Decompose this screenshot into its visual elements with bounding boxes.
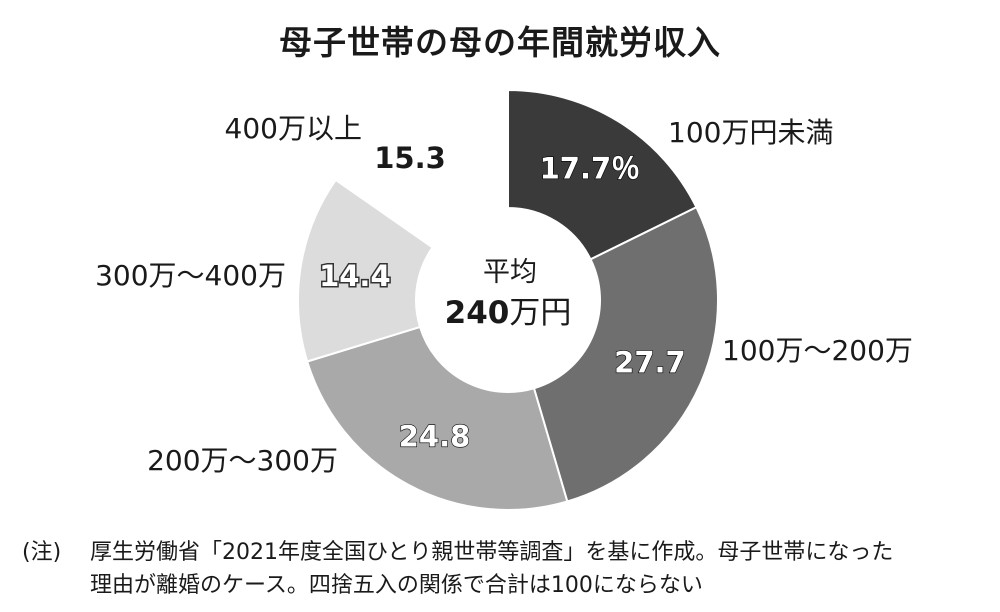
slice-100-200 xyxy=(532,205,719,503)
center-value-unit: 万円 xyxy=(509,295,571,331)
note-label: (注) xyxy=(22,540,62,565)
note-line-2: 理由が離婚のケース。四捨五入の関係で合計は100にならない xyxy=(90,573,703,598)
value-label-200-300: 24.8 xyxy=(399,419,471,453)
value-labels-group: 17.7％ 27.7 24.8 14.4 15.3 xyxy=(318,141,687,454)
chart-title: 母子世帯の母の年間就労収入 xyxy=(279,23,721,62)
slice-under-100 xyxy=(507,88,698,261)
center-label-average: 平均 xyxy=(483,257,537,288)
center-label-value: 240万円 xyxy=(445,295,572,331)
category-label-100-200: 100万～200万 xyxy=(722,334,913,367)
note-line-1: 厚生労働省「2021年度全国ひとり親世帯等調査」を基に作成。母子世帯になった xyxy=(90,540,894,565)
slice-200-300 xyxy=(305,325,569,511)
category-label-under-100: 100万円未満 xyxy=(668,116,833,149)
category-label-over-400: 400万以上 xyxy=(225,112,362,145)
category-labels-group: 100万円未満 100万～200万 200万～300万 300万～400万 400万以上 xyxy=(95,112,913,477)
value-label-over-400: 15.3 xyxy=(374,141,446,175)
slices-group xyxy=(297,88,719,511)
slice-300-400 xyxy=(297,178,434,363)
value-label-under-100: 17.7％ xyxy=(540,151,641,185)
category-label-200-300: 200万～300万 xyxy=(147,444,338,477)
footnote: (注) 厚生労働省「2021年度全国ひとり親世帯等調査」を基に作成。母子世帯になっ… xyxy=(22,536,982,602)
value-label-300-400: 14.4 xyxy=(319,259,391,293)
value-label-100-200: 27.7 xyxy=(614,345,686,379)
center-value-number: 240 xyxy=(445,295,510,331)
category-label-300-400: 300万～400万 xyxy=(95,259,286,292)
